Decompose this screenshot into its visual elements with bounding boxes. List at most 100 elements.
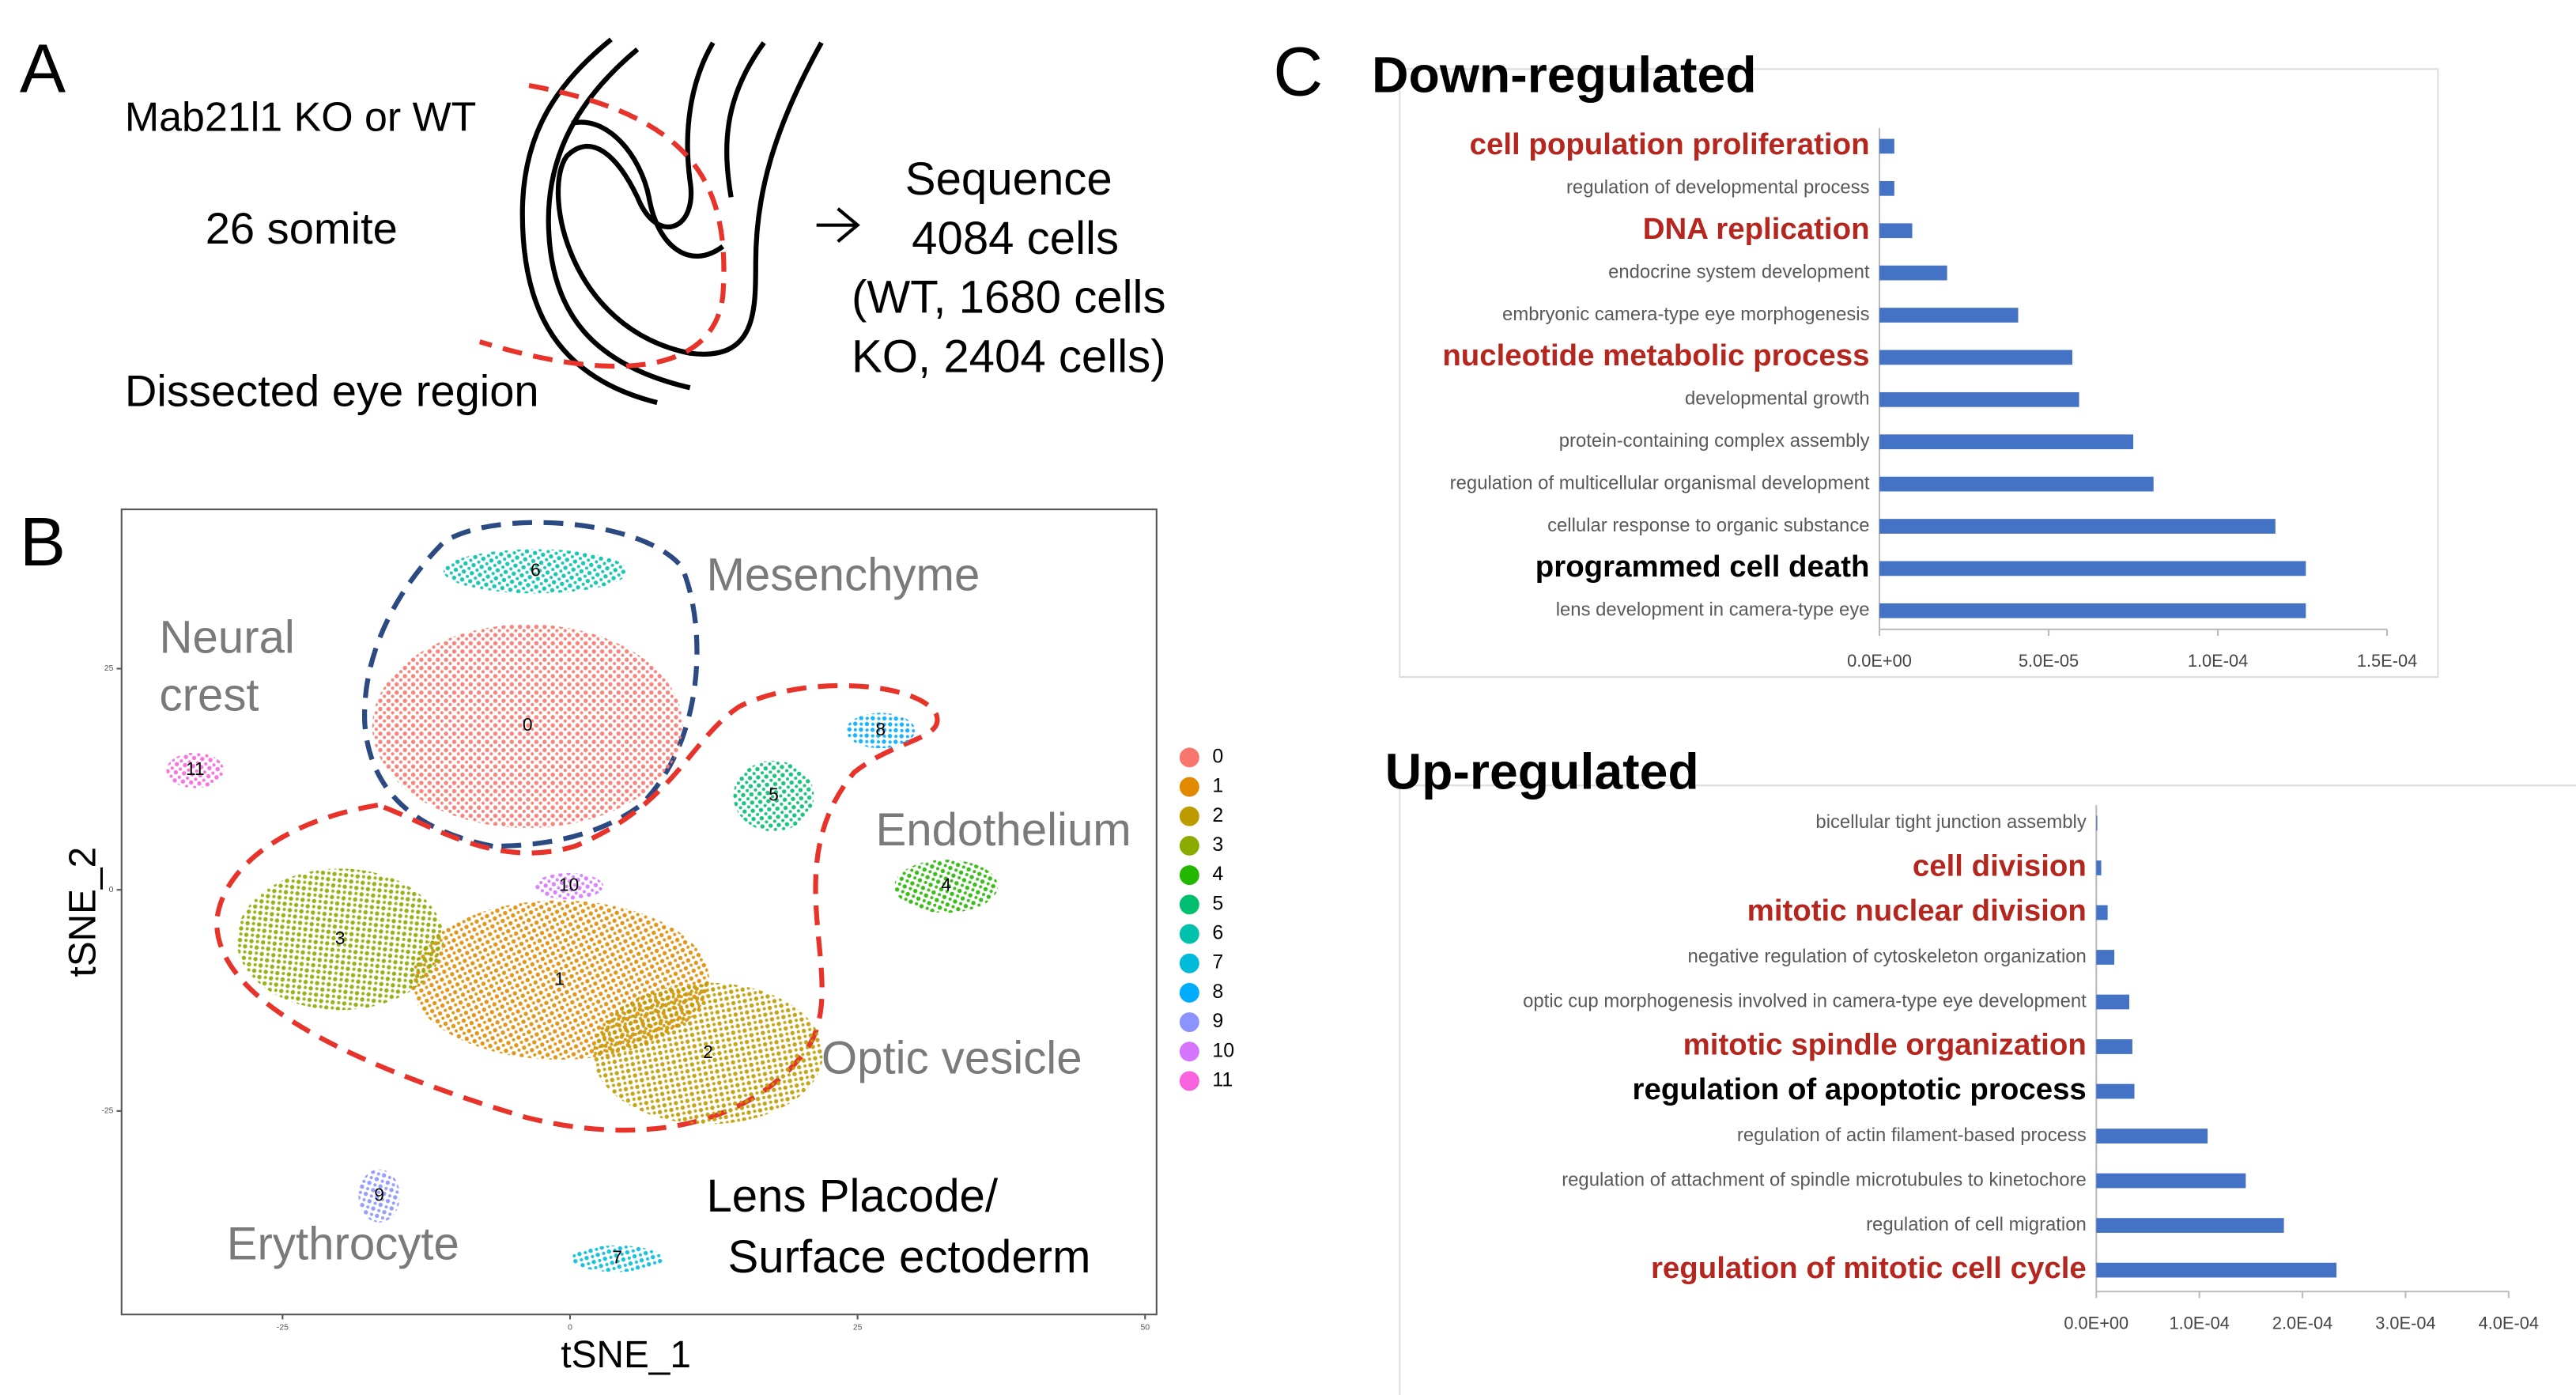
cluster [534, 872, 604, 900]
cluster-label: 9 [374, 1184, 384, 1204]
panel-letter: C [1273, 34, 1323, 111]
legend-key [1179, 1071, 1199, 1091]
category-label: regulation of developmental process [1566, 177, 1870, 198]
legend-label: 1 [1212, 775, 1223, 797]
legend-label: 7 [1212, 951, 1223, 973]
bar [2096, 1083, 2135, 1099]
sequence-line: 4084 cells [912, 213, 1119, 264]
panel-letter: B [20, 504, 66, 580]
panel-letter: A [20, 31, 66, 108]
cluster-label: 2 [703, 1042, 713, 1062]
cluster [166, 752, 225, 788]
legend-label: 10 [1212, 1039, 1234, 1061]
bar [2096, 860, 2102, 875]
x-tick-label: -25 [277, 1324, 289, 1333]
category-label: mitotic spindle organization [1683, 1028, 2087, 1062]
legend-label: 4 [1212, 863, 1223, 885]
legend-label: 6 [1212, 922, 1223, 944]
bar [1879, 561, 2306, 577]
annotation: Erythrocyte [227, 1218, 459, 1269]
category-label: regulation of cell migration [1866, 1214, 2087, 1235]
bar [2096, 950, 2115, 965]
bar [1879, 308, 2019, 323]
x-tick-label: 0.0E+00 [2064, 1313, 2128, 1333]
cluster-label: 5 [769, 784, 779, 805]
category-label: cellular response to organic substance [1547, 515, 1869, 536]
legend-key [1179, 894, 1199, 915]
annotation: Endothelium [875, 804, 1131, 856]
x-axis-label: tSNE_1 [561, 1334, 691, 1376]
bar [2096, 1218, 2284, 1233]
cluster [236, 868, 444, 1011]
bar [2096, 905, 2108, 921]
bar [2096, 994, 2130, 1010]
bar [1879, 223, 1913, 239]
cluster [846, 713, 916, 749]
legend-key [1179, 865, 1199, 886]
annotation: Lens Placode/ [706, 1170, 998, 1222]
cluster [593, 982, 823, 1125]
category-label: negative regulation of cytoskeleton orga… [1687, 946, 2086, 967]
cluster-label: 0 [523, 714, 533, 735]
cluster [358, 1169, 400, 1223]
legend-key [1179, 924, 1199, 944]
x-tick-label: 50 [1140, 1324, 1150, 1333]
category-label: embryonic camera-type eye morphogenesis [1502, 304, 1870, 325]
legend-key [1179, 982, 1199, 1003]
x-tick-label: 4.0E-04 [2479, 1313, 2539, 1333]
chart-title: Down-regulated [1372, 47, 1757, 104]
bar [2096, 815, 2098, 831]
annotation: Neural [160, 612, 295, 663]
cluster [571, 1245, 663, 1272]
bar [2096, 1128, 2208, 1144]
legend-key [1179, 806, 1199, 826]
bar [1879, 138, 1894, 154]
category-label: regulation of apoptotic process [1633, 1072, 2087, 1106]
bar [2096, 1173, 2246, 1189]
sequence-line: Sequence [905, 153, 1112, 205]
legend-key [1179, 777, 1199, 797]
legend-label: 2 [1212, 804, 1223, 826]
cluster-label: 11 [186, 758, 205, 779]
x-tick-label: 25 [853, 1324, 863, 1333]
chart-title: Up-regulated [1385, 743, 1699, 800]
category-label: mitotic nuclear division [1747, 894, 2087, 928]
dissection-outline [478, 82, 727, 369]
cluster-label: 8 [875, 719, 886, 739]
bar [1879, 350, 2072, 365]
x-tick-label: 1.0E-04 [2188, 651, 2248, 671]
legend-key [1179, 835, 1199, 856]
cluster [444, 549, 628, 594]
plot-frame [120, 508, 1158, 1316]
category-label: optic cup morphogenesis involved in came… [1523, 990, 2087, 1011]
embryo-sketch [519, 37, 824, 406]
legend-label: 3 [1212, 834, 1223, 856]
category-label: regulation of multicellular organismal d… [1450, 472, 1870, 493]
category-label: nucleotide metabolic process [1442, 338, 1869, 372]
cluster-label: 1 [555, 968, 565, 989]
sequence-line: (WT, 1680 cells [852, 272, 1166, 323]
cluster-label: 7 [612, 1247, 622, 1268]
optic-outline [214, 682, 940, 1133]
condition: Mab21l1 KO or WT [125, 94, 477, 140]
cluster-label: 3 [335, 928, 346, 948]
sequence-line: KO, 2404 cells) [852, 331, 1166, 382]
chart-frame [1399, 784, 2576, 1395]
bar [1879, 519, 2276, 534]
legend-key [1179, 747, 1199, 768]
cluster [372, 624, 683, 828]
mesenchyme-outline [362, 520, 700, 849]
bar [1879, 180, 1894, 196]
legend-label: 11 [1212, 1069, 1233, 1091]
x-tick-label: 2.0E-04 [2272, 1313, 2332, 1333]
category-label: DNA replication [1643, 212, 1870, 246]
annotation: Optic vesicle [822, 1033, 1082, 1084]
bar [1879, 391, 2079, 407]
x-tick-label: 0.0E+00 [1847, 651, 1912, 671]
legend-key [1179, 1012, 1199, 1033]
category-label: endocrine system development [1608, 261, 1870, 282]
category-label: cell population proliferation [1470, 127, 1870, 161]
y-tick-label: -25 [101, 1107, 113, 1116]
legend-label: 8 [1212, 981, 1223, 1003]
category-label: protein-containing complex assembly [1559, 430, 1870, 452]
